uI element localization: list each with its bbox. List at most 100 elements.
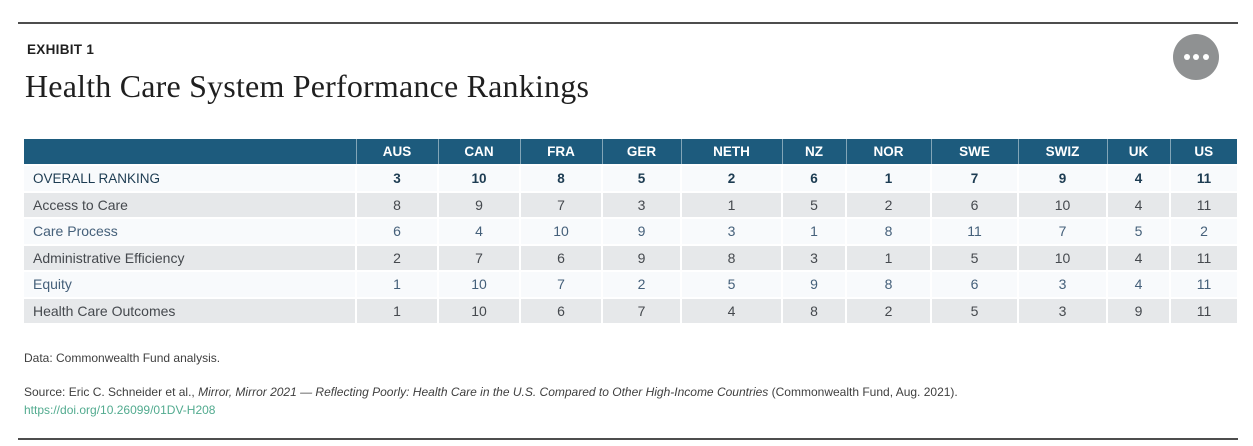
rank-cell: 8 — [845, 218, 931, 245]
rank-cell: 1 — [355, 271, 438, 298]
table-row: Administrative Efficiency 2 7 6 9 8 3 1 5 10 4 11 — [24, 244, 1237, 271]
rank-cell: 5 — [781, 191, 846, 218]
table-row: OVERALL RANKING 3 10 8 5 2 6 1 7 9 4 11 — [24, 165, 1237, 192]
rank-cell: 6 — [930, 191, 1018, 218]
column-header-swiz: SWIZ — [1017, 139, 1107, 166]
rank-cell: 6 — [355, 218, 438, 245]
table-body: OVERALL RANKING 3 10 8 5 2 6 1 7 9 4 11 Access to Ca… — [24, 165, 1237, 324]
rank-cell: 11 — [1169, 297, 1237, 324]
row-label: OVERALL RANKING — [33, 170, 161, 186]
table-header-row: AUS CAN FRA GER NETH NZ NOR SWE SWIZ UK US — [24, 139, 1237, 166]
row-label: Care Process — [33, 223, 118, 240]
rank-cell: 1 — [845, 244, 931, 271]
exhibit-label: EXHIBIT 1 — [27, 42, 95, 57]
table-row: Equity 1 10 7 2 5 9 8 6 3 4 11 — [24, 271, 1237, 298]
row-label: Administrative Efficiency — [33, 249, 185, 266]
rank-cell: 3 — [1017, 271, 1107, 298]
rank-cell: 7 — [1017, 218, 1107, 245]
rank-cell: 3 — [781, 244, 846, 271]
column-header-nz: NZ — [781, 139, 846, 166]
rank-cell: 6 — [519, 297, 602, 324]
rank-cell: 4 — [437, 218, 520, 245]
rank-cell: 11 — [1169, 165, 1237, 192]
rank-cell: 7 — [519, 271, 602, 298]
bottom-divider — [18, 438, 1238, 440]
rank-cell: 1 — [781, 218, 846, 245]
column-header-fra: FRA — [519, 139, 602, 166]
rank-cell: 6 — [519, 244, 602, 271]
source-title: Mirror, Mirror 2021 — Reflecting Poorly:… — [198, 385, 769, 399]
rank-cell: 8 — [845, 271, 931, 298]
source-suffix: (Commonwealth Fund, Aug. 2021). — [768, 385, 958, 399]
source-prefix: Source: Eric C. Schneider et al., — [24, 385, 199, 399]
row-label: Health Care Outcomes — [33, 302, 176, 319]
rank-cell: 11 — [1169, 191, 1237, 218]
column-header-nor: NOR — [845, 139, 931, 166]
rank-cell: 11 — [1169, 244, 1237, 271]
rank-cell: 2 — [601, 271, 681, 298]
rank-cell: 2 — [845, 191, 931, 218]
row-label: Equity — [33, 276, 72, 293]
more-options-button[interactable] — [1173, 34, 1219, 80]
rank-cell: 3 — [680, 218, 782, 245]
rank-cell: 5 — [1106, 218, 1170, 245]
rank-cell: 9 — [601, 244, 681, 271]
rank-cell: 8 — [519, 165, 602, 192]
rank-cell: 1 — [845, 165, 931, 192]
column-header-aus: AUS — [355, 139, 438, 166]
rank-cell: 3 — [1017, 297, 1107, 324]
rank-cell: 2 — [355, 244, 438, 271]
rank-cell: 5 — [930, 244, 1018, 271]
rank-cell: 2 — [1169, 218, 1237, 245]
rank-cell: 8 — [355, 191, 438, 218]
rank-cell: 10 — [1017, 244, 1107, 271]
rank-cell: 8 — [680, 244, 782, 271]
ellipsis-icon — [1183, 54, 1209, 60]
rank-cell: 9 — [601, 218, 681, 245]
doi-link[interactable]: https://doi.org/10.26099/01DV-H208 — [24, 403, 216, 417]
table-row: Care Process 6 4 10 9 3 1 8 11 7 5 2 — [24, 218, 1237, 245]
column-header-can: CAN — [437, 139, 520, 166]
rank-cell: 10 — [437, 271, 520, 298]
rank-cell: 6 — [781, 165, 846, 192]
rank-cell: 9 — [1106, 297, 1170, 324]
rank-cell: 4 — [1106, 244, 1170, 271]
source-note: Source: Eric C. Schneider et al., Mirror… — [24, 385, 1224, 399]
rank-cell: 3 — [355, 165, 438, 192]
rank-cell: 11 — [1169, 271, 1237, 298]
column-header-neth: NETH — [680, 139, 782, 166]
rank-cell: 3 — [601, 191, 681, 218]
rank-cell: 4 — [680, 297, 782, 324]
rank-cell: 9 — [781, 271, 846, 298]
rank-cell: 9 — [437, 191, 520, 218]
column-header-ger: GER — [601, 139, 681, 166]
rank-cell: 7 — [519, 191, 602, 218]
rank-cell: 10 — [1017, 191, 1107, 218]
rank-cell: 4 — [1106, 271, 1170, 298]
rank-cell: 9 — [1017, 165, 1107, 192]
table-row: Health Care Outcomes 1 10 6 7 4 8 2 5 3 9 11 — [24, 297, 1237, 324]
table-row: Access to Care 8 9 7 3 1 5 2 6 10 4 11 — [24, 191, 1237, 218]
rank-cell: 10 — [437, 297, 520, 324]
column-header-uk: UK — [1106, 139, 1170, 166]
rank-cell: 6 — [930, 271, 1018, 298]
rankings-table: AUS CAN FRA GER NETH NZ NOR SWE SWIZ UK US OVERALL… — [24, 139, 1237, 325]
rank-cell: 8 — [781, 297, 846, 324]
data-note: Data: Commonwealth Fund analysis. — [24, 351, 221, 365]
page-title: Health Care System Performance Rankings — [25, 68, 590, 104]
top-divider — [18, 22, 1238, 24]
rank-cell: 7 — [601, 297, 681, 324]
rank-cell: 1 — [355, 297, 438, 324]
rank-cell: 4 — [1106, 191, 1170, 218]
column-header-swe: SWE — [930, 139, 1018, 166]
row-label: Access to Care — [33, 196, 128, 213]
rank-cell: 2 — [845, 297, 931, 324]
rank-cell: 10 — [519, 218, 602, 245]
rank-cell: 7 — [437, 244, 520, 271]
rank-cell: 5 — [680, 271, 782, 298]
rank-cell: 5 — [930, 297, 1018, 324]
rank-cell: 1 — [680, 191, 782, 218]
rank-cell: 10 — [437, 165, 520, 192]
rank-cell: 2 — [680, 165, 782, 192]
